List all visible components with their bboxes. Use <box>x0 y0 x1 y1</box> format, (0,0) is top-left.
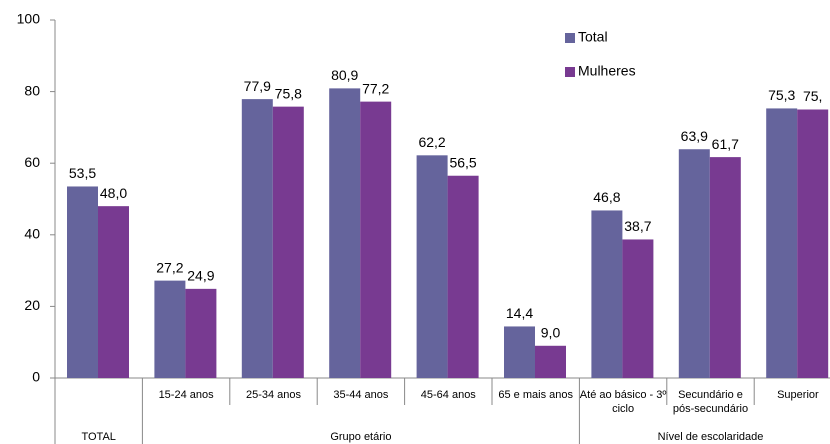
x-tick-label: Até ao básico - 3º ciclo <box>579 389 667 415</box>
x-tick-label: 25-34 anos <box>245 389 302 401</box>
bar <box>709 157 741 378</box>
x-tick-label: Secundário e pós-secundário <box>672 389 749 415</box>
bar <box>766 108 798 379</box>
bar <box>154 280 186 378</box>
value-label: 62,2 <box>418 134 445 150</box>
value-label: 61,7 <box>712 136 739 152</box>
value-label: 46,8 <box>593 189 620 205</box>
value-label: 63,9 <box>681 128 708 144</box>
x-tick-label: 15-24 anos <box>158 389 214 401</box>
group-label: TOTAL <box>81 431 116 443</box>
bar <box>678 149 710 378</box>
bar <box>360 101 392 379</box>
group-label: Nível de escolaridade <box>657 431 764 443</box>
value-label: 48,0 <box>100 185 127 201</box>
legend-swatch <box>565 33 575 43</box>
y-tick-label: 40 <box>24 226 40 242</box>
x-tick-label: 65 e mais anos <box>498 389 573 401</box>
bar <box>329 88 361 379</box>
value-label: 14,4 <box>506 305 533 321</box>
bar <box>185 288 217 378</box>
bar <box>535 345 566 378</box>
bar <box>591 210 623 378</box>
value-label: 75,8 <box>275 85 302 101</box>
y-tick-label: 100 <box>17 11 41 27</box>
bar <box>272 106 304 379</box>
value-label: 77,2 <box>362 80 389 96</box>
value-label: 77,9 <box>244 78 271 94</box>
x-tick-label: 45-64 anos <box>420 389 476 401</box>
y-tick-label: 60 <box>24 154 40 170</box>
group-label: Grupo etário <box>330 431 392 443</box>
value-label: 27,2 <box>156 259 183 275</box>
y-tick-label: 80 <box>24 82 40 98</box>
bar <box>797 109 829 378</box>
value-label: 9,0 <box>541 324 561 340</box>
bar <box>504 326 535 378</box>
value-label: 75,3 <box>768 87 795 103</box>
x-tick-label: Superior <box>777 389 819 401</box>
value-label: 75, <box>803 88 822 104</box>
bar <box>98 206 129 378</box>
bar <box>67 186 98 378</box>
y-tick-label: 0 <box>32 369 40 385</box>
legend-label: Mulheres <box>578 63 636 79</box>
bar <box>447 175 479 378</box>
value-label: 56,5 <box>449 154 476 170</box>
value-label: 80,9 <box>331 67 358 83</box>
x-tick-label: 35-44 anos <box>333 389 389 401</box>
value-label: 38,7 <box>624 218 651 234</box>
bar <box>622 239 654 378</box>
bar <box>241 99 273 379</box>
y-tick-label: 20 <box>24 297 40 313</box>
legend-label: Total <box>578 29 608 45</box>
bar <box>416 155 448 378</box>
legend-swatch <box>565 67 575 77</box>
value-label: 24,9 <box>187 268 214 284</box>
value-label: 53,5 <box>69 165 96 181</box>
